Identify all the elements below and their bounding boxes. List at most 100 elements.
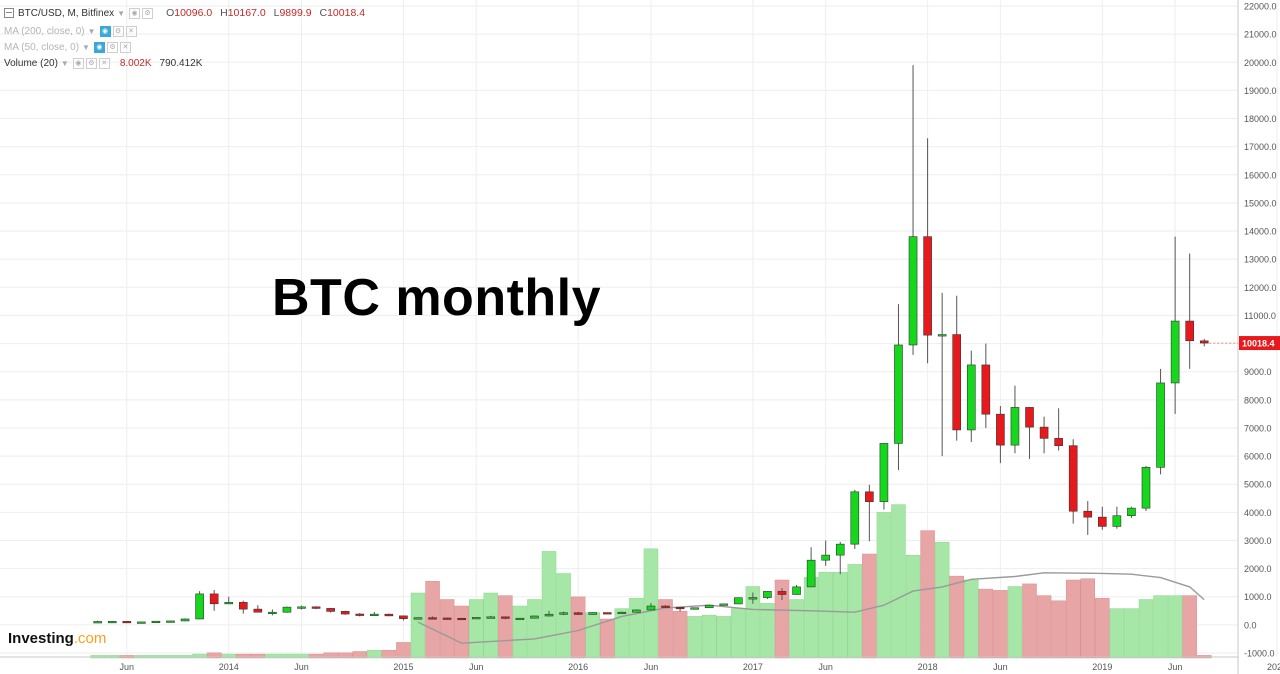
candle-body: [661, 605, 670, 608]
volume-bar: [541, 551, 557, 659]
eye-icon[interactable]: ◉: [93, 41, 105, 53]
candle-body: [704, 604, 714, 609]
x-tick-label: 2014: [219, 662, 239, 672]
y-tick-label: 11000.0: [1244, 311, 1276, 321]
dropdown-arrow-icon[interactable]: ▼: [87, 26, 96, 36]
volume-bar: [862, 553, 877, 659]
close-icon[interactable]: ✕: [119, 41, 131, 53]
close-value: 10018.4: [327, 7, 366, 19]
candle-body: [835, 543, 845, 556]
moving-average-line: [417, 572, 1205, 644]
volume-bar: [1022, 583, 1037, 659]
volume-bar: [367, 649, 382, 659]
volume-bar: [716, 616, 732, 659]
eye-icon[interactable]: ◉: [72, 57, 84, 69]
candlesticks: [93, 65, 1209, 624]
candle-body: [734, 597, 743, 605]
candle-body: [399, 615, 408, 619]
candle-body: [937, 334, 947, 337]
candle-body: [340, 611, 350, 615]
close-icon[interactable]: ✕: [125, 25, 137, 37]
x-tick-label: 2019: [1092, 662, 1112, 672]
settings-icon[interactable]: ⚙: [142, 7, 154, 19]
logo-main: Investing: [8, 630, 74, 647]
volume-bar: [832, 571, 848, 659]
y-tick-label: 0.0: [1244, 620, 1257, 630]
volume-bar: [891, 504, 906, 659]
candle-body: [588, 612, 598, 615]
volume-bar: [1167, 595, 1183, 659]
volume-bar: [1095, 597, 1110, 659]
candle-body: [1127, 507, 1136, 517]
volume-bar: [964, 579, 979, 659]
volume-bar: [789, 599, 804, 659]
x-tick-label: Jun: [1168, 662, 1183, 672]
candle-body: [966, 364, 976, 431]
y-tick-label: 3000.0: [1244, 536, 1272, 546]
candle-body: [195, 593, 204, 620]
collapse-icon[interactable]: [4, 8, 14, 18]
candle-body: [311, 606, 321, 609]
x-tick-label: 2015: [393, 662, 413, 672]
candle-body: [238, 602, 248, 610]
volume-bar: [876, 512, 892, 659]
volume-bar: [672, 610, 688, 659]
dropdown-arrow-icon[interactable]: ▼: [117, 8, 126, 18]
volume-legend: Volume (20) ▼ ◉ ⚙ ✕ 8.002K 790.412K: [4, 56, 202, 70]
ma200-legend: MA (200, close, 0) ▼ ◉ ⚙ ✕: [4, 24, 139, 38]
y-tick-label: 7000.0: [1244, 423, 1272, 433]
candle-body: [515, 617, 525, 621]
candle-body: [675, 607, 685, 610]
candle-body: [413, 617, 423, 620]
y-tick-label: 22000.0: [1244, 2, 1277, 12]
candle-body: [996, 413, 1005, 446]
candle-body: [442, 617, 452, 620]
volume-bar: [221, 653, 236, 659]
volume-bar: [687, 616, 702, 659]
candle-body: [1054, 438, 1063, 446]
volume-bar: [600, 618, 615, 659]
volume-bar: [629, 597, 644, 659]
candle-body: [923, 236, 932, 336]
x-tick-label: Jun: [469, 662, 484, 672]
volume-bar: [483, 592, 499, 659]
y-tick-label: 12000.0: [1244, 283, 1277, 293]
candle-body: [777, 591, 787, 595]
volume-bar: [454, 605, 469, 659]
close-icon[interactable]: ✕: [98, 57, 110, 69]
last-price-tag: [1239, 336, 1280, 351]
candle-body: [530, 615, 539, 619]
candle-body: [1185, 320, 1194, 342]
candle-body: [326, 608, 335, 612]
settings-icon[interactable]: ⚙: [85, 57, 97, 69]
volume-bar: [1065, 579, 1081, 659]
candle-body: [1025, 407, 1034, 428]
candle-body: [501, 616, 510, 619]
settings-icon[interactable]: ⚙: [112, 25, 124, 37]
dropdown-arrow-icon[interactable]: ▼: [82, 42, 90, 52]
x-tick-label: 2018: [918, 662, 938, 672]
volume-bar: [556, 573, 571, 659]
settings-icon[interactable]: ⚙: [106, 41, 118, 53]
high-value: 10167.0: [227, 7, 266, 19]
x-tick-label: 2017: [743, 662, 763, 672]
candle-body: [297, 606, 306, 609]
x-tick-label: Jun: [294, 662, 309, 672]
volume-bar: [250, 653, 266, 659]
candle-body: [93, 621, 102, 624]
volume-bar: [1182, 595, 1197, 659]
dropdown-arrow-icon[interactable]: ▼: [60, 58, 69, 68]
volume-bar: [279, 653, 295, 659]
y-tick-label: 5000.0: [1244, 480, 1272, 490]
candle-body: [544, 613, 554, 617]
last-price-label: 10018.4: [1242, 339, 1275, 349]
volume-ma-value: 790.412K: [159, 57, 203, 69]
y-tick-label: 8000.0: [1244, 395, 1272, 405]
eye-icon[interactable]: ◉: [129, 7, 141, 19]
candle-body: [792, 586, 801, 595]
candle-body: [1098, 516, 1107, 527]
candle-body: [355, 613, 365, 616]
eye-icon[interactable]: ◉: [99, 25, 111, 37]
volume-bar: [920, 530, 935, 659]
